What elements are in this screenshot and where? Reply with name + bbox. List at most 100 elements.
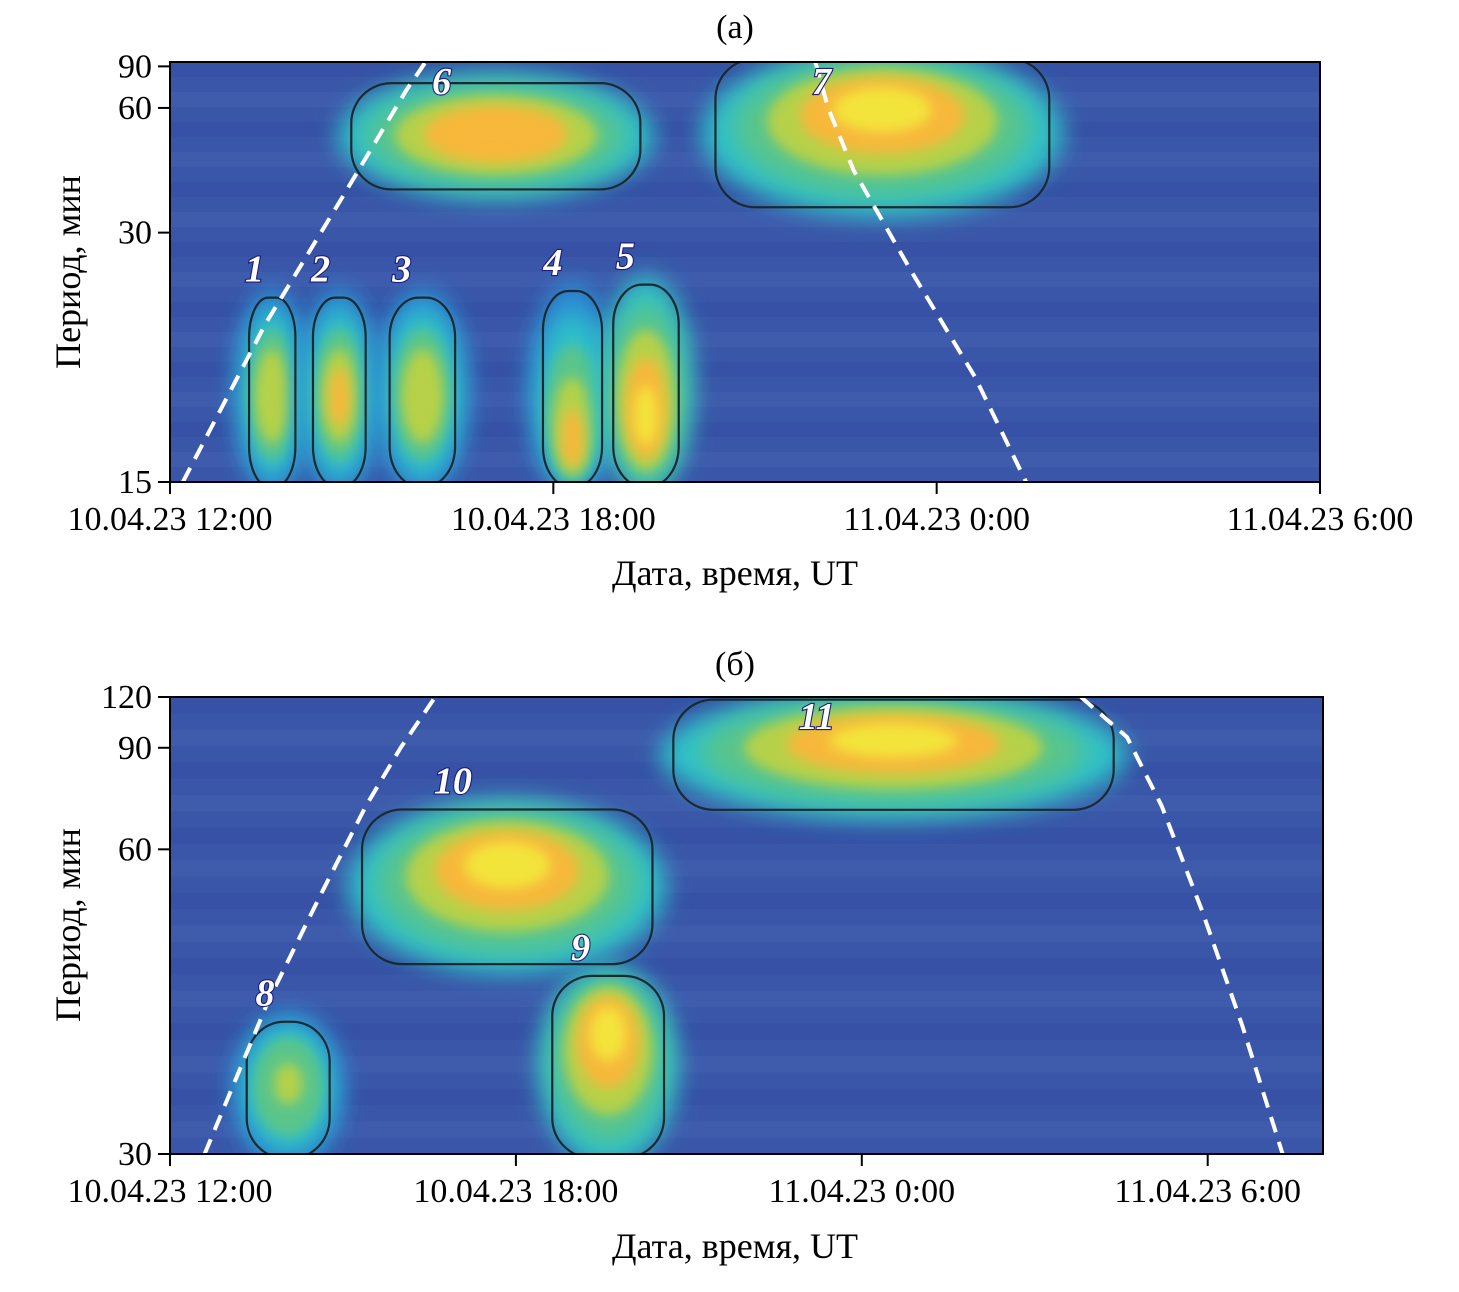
plot-frame [169,61,1321,483]
region-2-label: 2 [310,249,330,291]
region-6-label: 6 [432,61,451,103]
heatmap-band [170,302,1320,317]
region-7-contour [714,62,1051,209]
heatmap-band [170,990,1323,1008]
region-9-heat [538,965,679,1154]
heatmap-band [170,958,1323,975]
panel-b-heatmap [170,697,1323,1154]
heatmap-band [170,242,1320,257]
visibility-curve-left [202,697,437,1154]
heatmap-band [170,1023,1323,1040]
x-tick-label: 10.04.23 18:00 [451,501,656,538]
visibility-curve-right [813,62,1028,482]
region-9-contour [551,974,666,1154]
region-9-level [590,1006,627,1062]
region-2-contour [311,296,367,482]
region-11-label: 11 [799,696,835,738]
panel-b-contours [245,698,1115,1154]
heatmap-band [170,827,1323,844]
panel-a-label: (а) [716,9,754,46]
x-tick-label: 10.04.23 12:00 [68,501,273,538]
region-3-contour [388,296,457,482]
region-1-contour [247,296,297,482]
panel-a-axes: 10.04.23 12:00 10.04.23 18:00 11.04.23 0:0… [68,48,1414,538]
region-3-heat [375,287,470,482]
panel-b-label: (б) [715,646,755,683]
region-8-label: 8 [255,973,274,1015]
region-10-level [464,841,551,889]
region-11-heat [659,697,1128,820]
y-tick-label: 60 [118,831,152,868]
heatmap-band [170,925,1323,942]
panel-b-visibility-curves [202,697,1285,1154]
x-tick-label: 11.04.23 6:00 [1227,501,1414,538]
panel-a-region-labels: 1 2 3 4 5 6 7 [244,60,834,292]
region-10-contour [360,808,654,966]
region-5-heat [599,274,693,482]
heatmap-band [170,212,1320,227]
heatmap-band [170,272,1320,287]
y-tick-label: 90 [118,48,152,85]
visibility-curve-left [181,62,428,482]
panel-a: (а) 1 2 3 4 5 6 7 10.04.23 12:00 10.04.23 18:00… [48,9,1413,593]
region-7-label: 7 [812,61,833,103]
x-tick-label: 11.04.23 0:00 [843,501,1030,538]
region-1-heat [235,287,310,482]
region-4-contour [541,289,604,482]
heatmap-band [170,1056,1323,1073]
region-5-contour [612,283,680,482]
y-tick-label: 15 [118,464,152,501]
region-4-label: 4 [542,242,562,284]
panel-b-y-axis-title: Период, мин [48,828,88,1022]
y-tick-label: 30 [118,1136,152,1173]
region-6-level [452,116,539,151]
region-3-label: 3 [391,249,411,291]
panel-a-y-axis-title: Период, мин [48,175,88,369]
heatmap-band [170,62,1320,77]
x-tick-label: 10.04.23 18:00 [413,1173,618,1210]
region-7-heat [701,62,1064,218]
region-8-contour [245,1020,331,1154]
region-4-level [561,409,584,468]
y-tick-label: 30 [118,215,152,252]
region-6-contour [350,82,642,191]
region-1-level [263,369,282,426]
region-7-level [833,87,932,133]
panel-b-axes: 10.04.23 12:00 10.04.23 18:00 11.04.23 0:0… [68,679,1324,1210]
region-10-label: 10 [434,760,472,802]
panel-b-region-labels: 8 9 10 11 [254,695,835,1016]
region-11-level [829,723,958,758]
region-2-heat [298,287,380,482]
region-5-level [634,385,658,446]
panel-a-contours [247,62,1051,482]
y-tick-label: 120 [101,679,152,716]
panel-a-visibility-curves [181,62,1028,482]
x-tick-label: 11.04.23 6:00 [1114,1173,1301,1210]
region-4-heat [528,281,617,482]
heatmap-band [170,1121,1323,1138]
y-tick-label: 60 [118,90,152,127]
y-tick-label: 90 [118,730,152,767]
region-8-level [274,1063,303,1105]
region-11-contour [672,698,1115,811]
x-tick-label: 10.04.23 12:00 [68,1173,273,1210]
region-6-heat [337,73,655,200]
plot-frame [169,696,1324,1155]
panel-a-x-axis-title: Дата, время, UT [612,553,858,593]
x-tick-label: 11.04.23 0:00 [768,1173,955,1210]
heatmap-band [170,892,1323,910]
panel-a-heatmap [170,62,1320,482]
region-2-level [329,369,350,426]
panel-b-x-axis-title: Дата, время, UT [612,1226,858,1266]
region-9-label: 9 [571,927,590,969]
visibility-curve-right [1079,697,1285,1154]
heatmap-band [170,1088,1323,1106]
region-1-label: 1 [245,249,264,291]
region-10-heat [348,799,667,975]
region-8-heat [232,1011,344,1154]
heatmap-band [170,860,1323,877]
region-5-label: 5 [616,236,635,278]
region-3-level [410,369,435,426]
